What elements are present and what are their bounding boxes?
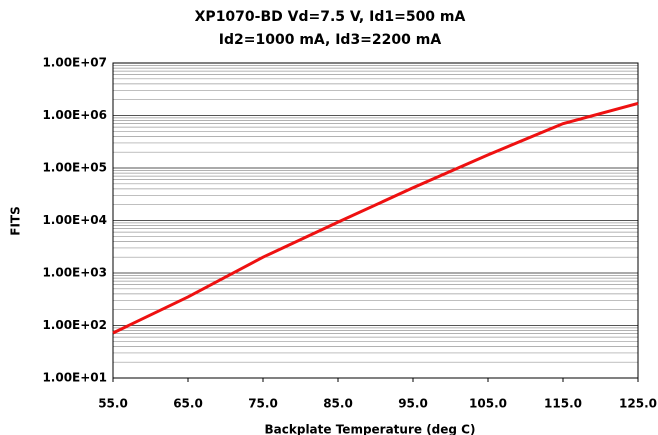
x-tick-label: 95.0: [398, 397, 428, 411]
chart-title: XP1070-BD Vd=7.5 V, Id1=500 mA: [195, 9, 466, 25]
chart-title: Id2=1000 mA, Id3=2200 mA: [219, 32, 442, 48]
y-tick-label: 1.00E+06: [42, 108, 107, 122]
x-tick-label: 55.0: [98, 397, 128, 411]
x-tick-label: 85.0: [323, 397, 353, 411]
x-tick-label: 105.0: [469, 397, 507, 411]
y-tick-label: 1.00E+03: [42, 266, 107, 280]
y-axis-label: FITS: [9, 206, 23, 236]
x-axis-label: Backplate Temperature (deg C): [265, 423, 476, 435]
y-tick-label: 1.00E+01: [42, 371, 107, 385]
y-tick-label: 1.00E+05: [42, 161, 107, 175]
x-tick-label: 115.0: [544, 397, 582, 411]
y-tick-label: 1.00E+02: [42, 318, 107, 332]
y-tick-label: 1.00E+07: [42, 56, 107, 70]
y-tick-label: 1.00E+04: [42, 213, 107, 227]
x-tick-label: 75.0: [248, 397, 278, 411]
series-line: [112, 101, 639, 335]
x-tick-label: 125.0: [619, 397, 657, 411]
plot-frame: [112, 62, 639, 379]
x-tick-label: 65.0: [173, 397, 203, 411]
